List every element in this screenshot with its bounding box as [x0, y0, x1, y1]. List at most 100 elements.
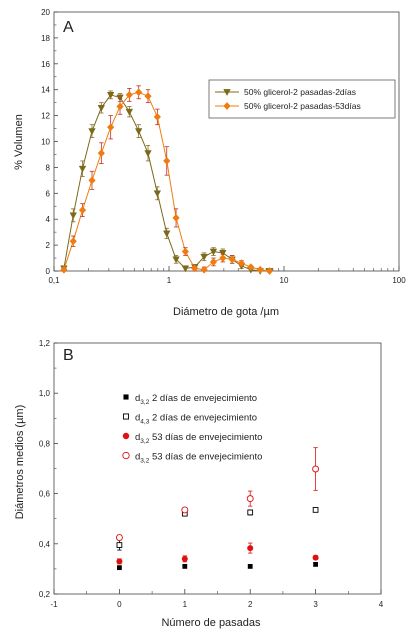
- panel-a-series-1-point: [181, 265, 190, 273]
- panel-a-legend-label: 50% glicerol-2 pasadas-2días: [244, 87, 356, 97]
- panel-b-legend-label: d3,2 53 días de envejecimiento: [135, 452, 262, 465]
- panel-a-x-tick-label: 1: [167, 276, 172, 285]
- panel-a-x-tick-label: 0,1: [48, 276, 60, 285]
- panel-a-series-2-point: [219, 254, 227, 263]
- panel-b-x-tick-label: 0: [117, 600, 122, 609]
- panel-a-series-1-point: [144, 150, 152, 158]
- panel-a-y-tick-label: 0: [46, 267, 51, 276]
- panel-b-series-1-point: [247, 563, 253, 569]
- panel-a-series-2-point: [200, 265, 208, 274]
- panel-a-series-1-point: [78, 165, 87, 173]
- panel-b-series-3-point: [247, 545, 254, 552]
- panel-b-series-2-point: [247, 509, 254, 516]
- panel-b-chart: B Diámetros medios (µm) Número de pasada…: [14, 339, 384, 629]
- panel-a-series-2-point: [163, 156, 171, 165]
- panel-b-x-tick-label: 3: [313, 600, 318, 609]
- panel-b-y-tick-label: 1,2: [39, 339, 51, 348]
- panel-a-series-2-point: [88, 176, 96, 185]
- panel-a-y-axis-title: % Volumen: [13, 114, 25, 170]
- panel-b-legend-marker: [123, 394, 129, 400]
- panel-a-legend-box: [208, 79, 396, 119]
- panel-b-letter: B: [63, 347, 74, 364]
- panel-b-x-axis-title: Número de pasadas: [161, 617, 261, 629]
- panel-b-legend-marker: [122, 432, 130, 440]
- panel-a-x-tick-label: 100: [392, 276, 406, 285]
- panel-a-series-2-point: [237, 259, 246, 268]
- panel-a-series-2-line: [63, 91, 270, 272]
- panel-b-y-axis: 0,2 0,4 0,6 0,8 1,0 1,2: [39, 339, 58, 599]
- panel-b-y-tick-label: 0,6: [39, 490, 51, 499]
- panel-a-series-1-point: [88, 128, 96, 136]
- panel-b-series-1-point: [313, 561, 318, 567]
- panel-b-series-layer: [115, 447, 320, 571]
- panel-a-y-tick-label: 16: [41, 60, 50, 69]
- panel-a-series-2-point: [209, 257, 218, 266]
- panel-a-series-1-point: [69, 212, 77, 220]
- panel-a-y-tick-label: 12: [41, 112, 50, 121]
- panel-b-y-axis-title: Diámetros medios (µm): [14, 405, 26, 520]
- panel-b-series-2-point: [312, 507, 319, 513]
- panel-b-series-3-point: [116, 558, 123, 565]
- panel-b-y-tick-label: 1,0: [39, 389, 51, 398]
- panel-b-legend-label: d3,2 2 días de envejecimiento: [135, 393, 257, 406]
- panel-a-series-1-point: [219, 249, 227, 257]
- panel-a-legend: 50% glicerol-2 pasadas-2días 50% glicerol…: [208, 79, 396, 119]
- panel-a-series-2-point: [247, 263, 255, 272]
- panel-a-x-axis: 0,1 1 10 100: [48, 266, 406, 285]
- panel-a-y-tick-label: 10: [41, 138, 50, 147]
- panel-a-y-tick-label: 14: [41, 86, 50, 95]
- panel-a-series-1-point: [163, 230, 171, 238]
- panel-b-series-2: [116, 507, 319, 551]
- panel-b-y-tick-label: 0,2: [39, 590, 51, 599]
- panel-a-legend-marker: [223, 89, 231, 96]
- panel-a-y-axis: 0 2 4 6 8 10 12 14 16 18 20: [41, 8, 58, 276]
- panel-a-series-2-point: [144, 92, 152, 101]
- panel-b-legend-marker: [122, 451, 130, 460]
- panel-b-series-4-point: [115, 534, 123, 541]
- panel-b-series-4-point: [246, 495, 254, 503]
- panel-a-series-2-point: [69, 237, 77, 246]
- panel-a-series-1-point: [134, 128, 143, 136]
- panel-a-series-1: [60, 90, 274, 275]
- panel-b-legend-label: d4,3 2 días de envejecimiento: [135, 413, 257, 426]
- panel-b-x-tick-label: -1: [50, 600, 58, 609]
- panel-a-chart: A % Volumen Diámetro de gota /µm 0,1 1 10 1…: [13, 8, 406, 318]
- panel-b-y-tick-label: 0,4: [39, 540, 51, 549]
- panel-b-x-tick-label: 1: [183, 600, 188, 609]
- panel-b-series-4-point: [181, 506, 189, 514]
- panel-a-x-tick-label: 10: [280, 276, 289, 285]
- panel-a-letter: A: [63, 19, 74, 36]
- panel-b-x-tick-label: 4: [379, 600, 384, 609]
- panel-b-series-3: [116, 542, 319, 565]
- panel-a-legend-label: 50% glicerol-2 pasadas-53días: [244, 101, 361, 111]
- panel-b-legend-marker: [122, 413, 130, 420]
- panel-a-series-2-point: [181, 247, 190, 256]
- panel-a-y-tick-label: 20: [41, 8, 50, 17]
- panel-a-series-2-point: [191, 264, 199, 273]
- panel-a-series-2: [60, 85, 274, 276]
- panel-a-x-axis-title: Diámetro de gota /µm: [173, 306, 279, 318]
- panel-a-series-2-point: [228, 255, 236, 264]
- panel-a-y-tick-label: 2: [46, 241, 51, 250]
- panel-a-y-tick-label: 4: [46, 215, 51, 224]
- panel-b-legend-label: d3,2 53 días de envejecimiento: [135, 432, 262, 445]
- panel-a-series-2-point: [60, 265, 68, 274]
- panel-b-plot-frame: [53, 342, 382, 595]
- panel-a-series-1-point: [116, 94, 124, 102]
- panel-a-series-2-point: [116, 102, 124, 111]
- panel-a-series-1-line: [63, 94, 270, 272]
- panel-b-series-1: [117, 561, 318, 571]
- panel-a-y-tick-label: 18: [41, 34, 50, 43]
- panel-a-series-1-point: [200, 253, 208, 261]
- panel-a-series-2-point: [107, 123, 115, 132]
- panel-a-series-1-point: [97, 104, 106, 112]
- panel-b-series-1-point: [117, 565, 122, 571]
- panel-a-series-2-point: [256, 265, 264, 274]
- panel-b-series-1-point: [182, 563, 188, 569]
- panel-b-series-4: [115, 447, 320, 541]
- panel-b-series-2-point: [116, 542, 123, 548]
- panel-a-legend-marker: [223, 101, 231, 111]
- panel-a-series-2-point: [97, 149, 105, 158]
- panel-a-series-2-point: [125, 90, 133, 99]
